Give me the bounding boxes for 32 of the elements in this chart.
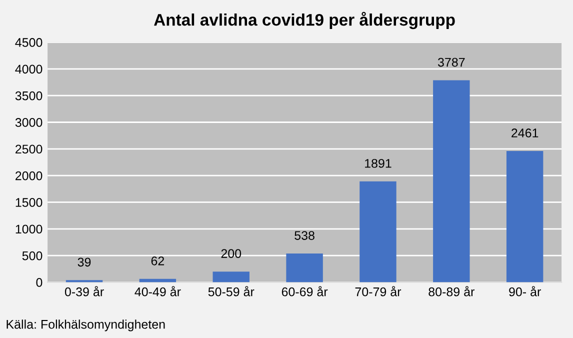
y-tick-label: 0	[36, 278, 42, 287]
x-tick-label: 60-69 år	[282, 286, 328, 296]
data-label: 2461	[512, 128, 538, 138]
y-tick-label: 3500	[15, 91, 42, 100]
y-tick-label: 1000	[16, 224, 42, 234]
y-tick-label: 2500	[16, 144, 42, 154]
bar	[212, 272, 250, 282]
y-tick-label: 4500	[15, 38, 42, 47]
x-tick-label: 90- år	[509, 286, 541, 296]
x-tick-label: 80-89 år	[428, 286, 474, 296]
x-tick-label: 40-49 år	[134, 286, 181, 296]
y-tick-label: 1500	[16, 198, 42, 207]
bar	[360, 181, 396, 282]
x-tick-label: 50-59 år	[208, 286, 254, 296]
y-tick-label: 500	[22, 251, 42, 260]
bar	[433, 80, 470, 282]
bar	[286, 254, 323, 282]
data-label: 39	[78, 258, 91, 267]
bar	[506, 150, 544, 282]
y-tick-label: 3000	[15, 118, 42, 127]
data-label: 200	[221, 249, 242, 258]
y-tick-label: 2000	[16, 171, 42, 180]
x-tick-label: 70-79 år	[355, 286, 402, 296]
chart-title: Antal avlidna covid19 per åldersgrupp	[154, 12, 455, 30]
y-tick-label: 4000	[15, 64, 42, 74]
data-label: 62	[151, 256, 164, 266]
bar	[139, 278, 176, 282]
data-label: 3787	[438, 58, 465, 67]
x-tick-label: 0-39 år	[64, 286, 104, 296]
data-label: 538	[294, 231, 314, 240]
data-label: 1891	[365, 158, 392, 168]
text: Källa: Folkhälsomyndigheten	[6, 320, 165, 332]
